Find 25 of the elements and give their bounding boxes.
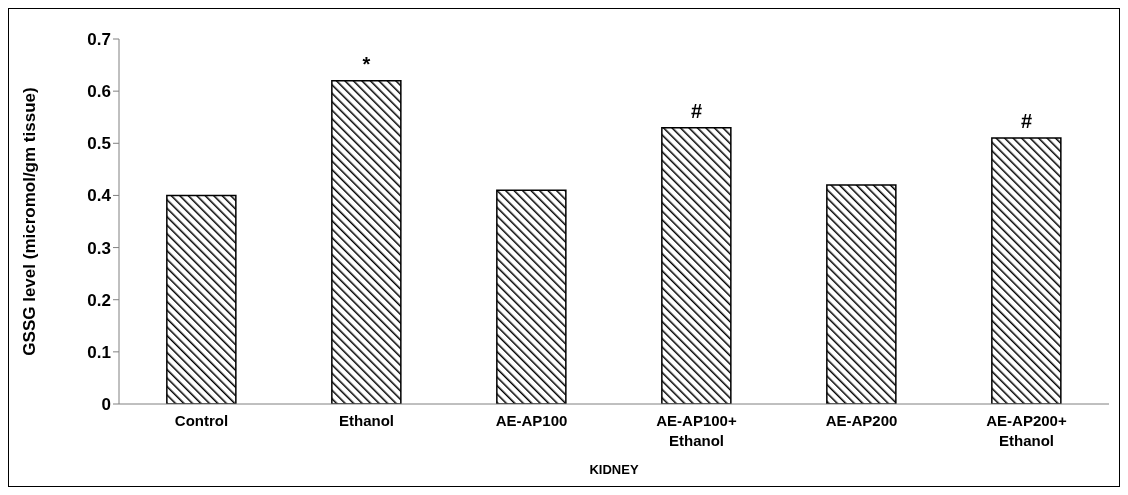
y-tick-label: 0.3 <box>87 238 111 258</box>
y-tick-label: 0.4 <box>87 186 112 206</box>
bar <box>496 189 567 404</box>
y-tick-label: 0.1 <box>87 342 111 362</box>
annotation: # <box>1020 110 1033 133</box>
y-axis-title: GSSG level (micromol/gm tissue) <box>20 87 40 356</box>
annotation: # <box>690 99 703 122</box>
y-tick-label: 0.7 <box>87 30 111 50</box>
bar <box>331 79 402 404</box>
y-tick-label: 0.5 <box>87 134 111 154</box>
bar <box>166 194 237 404</box>
bar <box>991 137 1062 404</box>
x-axis-title: KIDNEY <box>589 462 639 477</box>
x-tick-label: AE-AP100 <box>495 412 568 429</box>
x-tick-label: AE-AP200 <box>825 412 898 429</box>
annotation: * <box>362 52 371 75</box>
x-tick-label: Ethanol <box>339 412 394 429</box>
x-tick-label: AE-AP200+ Ethanol <box>986 412 1067 449</box>
y-tick-label: 0 <box>101 395 111 415</box>
y-tick-label: 0.2 <box>87 290 111 310</box>
x-tick-label: Control <box>174 412 229 429</box>
bar <box>826 184 897 404</box>
x-tick-label: AE-AP100+ Ethanol <box>656 412 737 449</box>
y-tick-label: 0.6 <box>87 82 111 102</box>
bar <box>661 126 732 404</box>
